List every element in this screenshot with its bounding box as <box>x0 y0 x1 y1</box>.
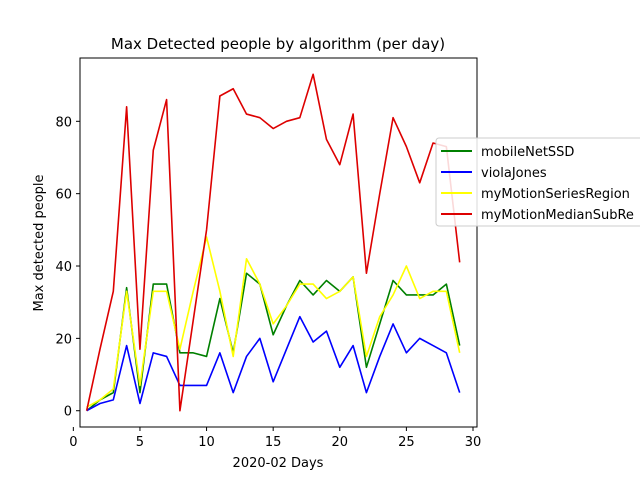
x-axis-label: 2020-02 Days <box>233 456 324 471</box>
series-line-violaJones <box>86 315 461 412</box>
x-tick-label: 5 <box>136 435 144 450</box>
series-line-myMotionSeriesRegion <box>86 236 461 408</box>
series-layer <box>85 73 461 412</box>
x-tick-label: 30 <box>465 435 482 450</box>
axes-frame <box>79 57 478 428</box>
legend-label: mobileNetSSD <box>481 145 574 160</box>
plot-area <box>80 58 477 427</box>
x-tick-label: 0 <box>69 435 77 450</box>
legend-label: myMotionMedianSubRe <box>481 208 634 223</box>
x-axis-ticks: 0 5 10 15 20 25 30 <box>69 427 481 450</box>
y-tick-label: 80 <box>55 115 72 130</box>
y-axis-ticks: 0 20 40 60 80 <box>55 115 80 420</box>
y-axis-label: Max detected people <box>32 174 47 311</box>
x-tick-label: 25 <box>398 435 415 450</box>
x-tick-label: 20 <box>332 435 349 450</box>
legend-label: violaJones <box>481 166 547 181</box>
y-tick-label: 40 <box>55 260 72 275</box>
chart-title: Max Detected people by algorithm (per da… <box>111 35 445 53</box>
legend-label: myMotionSeriesRegion <box>481 187 630 202</box>
series-line-myMotionMedianSubRe <box>85 73 461 412</box>
legend: mobileNetSSD violaJones myMotionSeriesRegi… <box>435 137 640 227</box>
y-tick-label: 0 <box>64 405 72 420</box>
y-tick-label: 60 <box>55 188 72 203</box>
x-tick-label: 15 <box>265 435 282 450</box>
x-tick-label: 10 <box>198 435 215 450</box>
y-tick-label: 20 <box>55 332 72 347</box>
legend-box <box>435 137 640 227</box>
